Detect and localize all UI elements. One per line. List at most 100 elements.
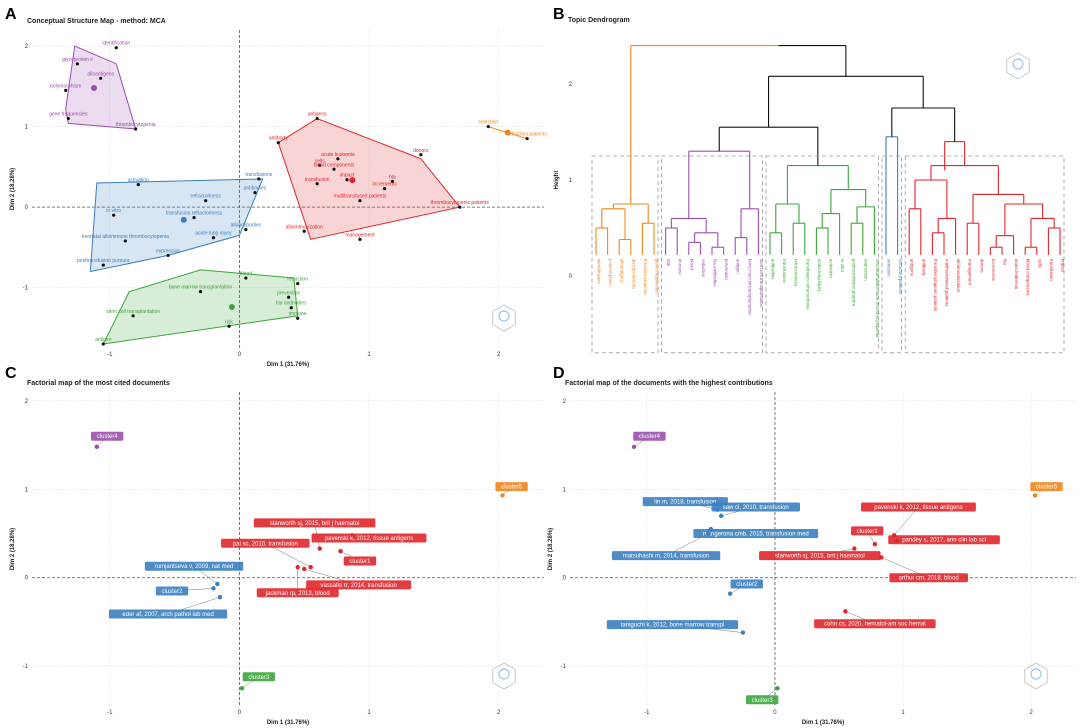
document-label-box (256, 588, 339, 598)
term-label: stem cell transplantation (106, 309, 160, 315)
panel-letter-c: C (5, 365, 17, 382)
term-point (112, 213, 116, 217)
y-tick-label: 2 (569, 82, 573, 88)
term-point (419, 153, 423, 157)
document-label-box (860, 502, 976, 512)
document-label-box (633, 431, 666, 441)
document-label-box (242, 672, 276, 682)
leaf-label: antibody (921, 259, 926, 277)
chart-title: Conceptual Structure Map - method: MCA (27, 18, 166, 25)
x-tick-label: 0 (238, 710, 242, 716)
document-label-box (109, 609, 228, 619)
document-label: cluster3 (248, 675, 270, 681)
bibliometrix-logo-icon (492, 304, 516, 332)
document-label-box (850, 526, 884, 536)
document-point (852, 546, 857, 551)
term-point (296, 316, 300, 320)
plot-area (570, 392, 1076, 706)
term-label: antigens (308, 112, 327, 118)
term-point (204, 199, 208, 203)
term-point (99, 76, 103, 80)
term-point (101, 342, 105, 346)
document-point (500, 493, 505, 498)
chart-title: Topic Dendrogram (568, 17, 630, 24)
y-tick-label: -1 (561, 664, 567, 670)
topic-dendrogram: Topic Dendrogram Height 0 1 2 identification p… (554, 17, 1066, 354)
term-point (134, 127, 138, 131)
leaf-label: immune (678, 259, 683, 276)
term-label: blood (240, 271, 252, 277)
leaf-label: management (968, 259, 973, 286)
panel-letter-b: B (553, 6, 565, 23)
leaf-label: antibodies (771, 259, 776, 280)
x-axis-label: Dim 1 (31.76%) (802, 720, 844, 726)
term-label: thrombocytopenia (116, 122, 156, 128)
term-point (382, 186, 387, 191)
term-label: gene frequencies (49, 112, 88, 118)
leaf-label: antigens (910, 259, 915, 277)
document-label: vassallo rr, 2014, transfusion (320, 583, 396, 589)
document-point (843, 609, 848, 614)
x-tick-label: 1 (901, 710, 905, 716)
document-label: cluster5 (501, 485, 523, 491)
document-label: arthur cm, 2018, blood (899, 576, 959, 582)
y-tick-label: 2 (25, 44, 29, 50)
term-label: antigen (95, 337, 112, 343)
document-label-box (495, 482, 528, 492)
cluster-centroid-orange (504, 129, 511, 136)
x-tick-label: -1 (644, 710, 650, 716)
leaf-label: acute.leukemia (1014, 259, 1019, 290)
term-label: impact (340, 173, 355, 179)
x-tick-label: 1 (367, 352, 371, 358)
leaf-label: posttransfusion.purpura (852, 259, 857, 307)
leaf-label: polymorphism (608, 259, 613, 287)
leaf-label: neonatal.alloimmune.thrombocytopenia (875, 259, 880, 338)
cluster-box (661, 155, 763, 354)
leaf-label: blood.components (1026, 259, 1031, 297)
term-label: glycoprotein ii (62, 57, 93, 63)
document-label-box (343, 556, 377, 566)
leaf-label: alloantigens (620, 259, 625, 284)
document-label: jackman rp, 2013, blood (265, 591, 330, 597)
y-tick-label: 1 (25, 487, 29, 493)
document-label-box (888, 535, 1000, 545)
document-label: lin m, 2018, transfusion (654, 500, 716, 506)
panel-letter-a: A (5, 6, 17, 23)
term-label: polymorphism (50, 83, 81, 89)
term-label: antibody (269, 136, 288, 142)
document-label-box (311, 533, 427, 543)
leaf-label: glycoprotein.iia (631, 259, 636, 290)
document-point (775, 686, 780, 691)
x-tick-label: 0 (773, 710, 777, 716)
leaf-label: identification (597, 259, 602, 285)
term-point (486, 125, 490, 129)
document-label: stanworth sj, 2015, brit j haematol (270, 521, 360, 527)
document-label-box (155, 586, 189, 596)
term-label: multitransfused.patients (334, 194, 387, 200)
document-label-box (745, 695, 779, 705)
document-label-box (144, 561, 244, 571)
term-point (289, 306, 293, 310)
cluster-box (904, 155, 1065, 354)
cluster-centroid-red (349, 177, 356, 184)
leaf-label: reduction (701, 259, 706, 278)
term-point (257, 177, 261, 181)
document-label-box (306, 580, 412, 590)
y-tick-label: -1 (23, 286, 29, 292)
document-label: pai sc, 2010, transfusion (233, 541, 298, 547)
term-label: bone marrow transplantation (169, 285, 233, 291)
bibliometrix-logo-mark (1012, 58, 1024, 70)
document-label: mangerona cmb, 2015, transfusion med (703, 532, 809, 538)
term-label: management (345, 232, 375, 238)
leaf-label: expression (863, 259, 868, 281)
leaf-label: antigen (736, 259, 741, 274)
leaf-label: refractoriness (794, 259, 799, 287)
cluster-hull-green (102, 269, 299, 345)
document-label: saw cl, 2010, transfusion (723, 505, 789, 511)
y-tick-label: 1 (569, 178, 573, 184)
term-point (345, 178, 349, 182)
term-point (64, 88, 68, 92)
document-label-box (759, 551, 881, 561)
term-label: hla (389, 174, 396, 180)
term-point (390, 179, 394, 183)
